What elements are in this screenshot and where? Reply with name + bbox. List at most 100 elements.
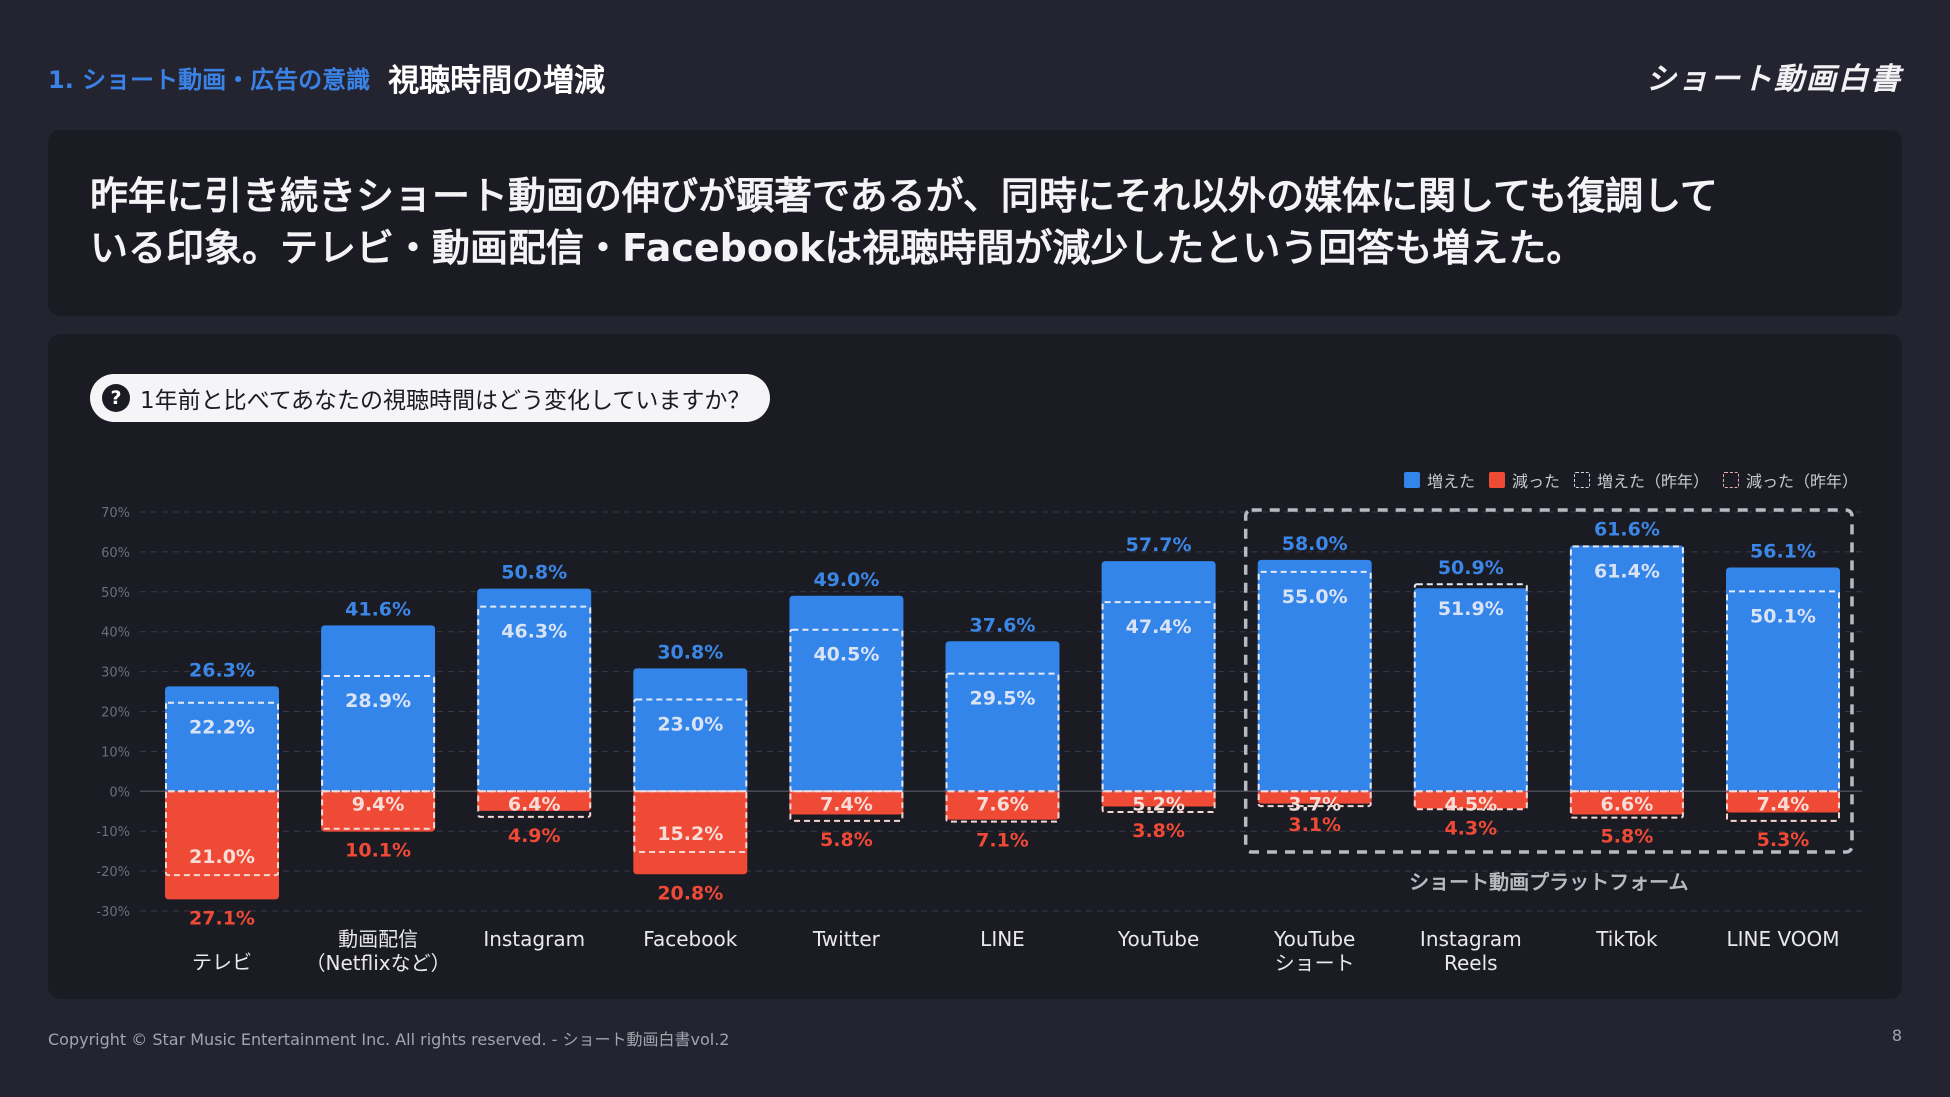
- bar-increase: [1726, 567, 1840, 792]
- bar-increase: [789, 595, 904, 792]
- chart-legend: 増えた 減った 増えた（昨年） 減った（昨年）: [1403, 468, 1858, 492]
- bar-chart: 70%60%50%40%30%20%10%0%-10%-20%-30%ショート動…: [96, 506, 1862, 975]
- data-label-increase-prev: 46.3%: [501, 621, 567, 643]
- data-label-decrease: 3.1%: [1288, 814, 1341, 836]
- data-label-increase: 57.7%: [1126, 534, 1192, 556]
- bar-decrease-prev: [1569, 790, 1684, 819]
- x-tick-label: Twitter: [812, 927, 881, 951]
- bar-decrease: [1726, 791, 1840, 813]
- data-label-decrease: 20.8%: [657, 882, 723, 904]
- bar-decrease-prev: [477, 790, 592, 818]
- y-tick-label: 70%: [101, 506, 130, 521]
- x-tick-label: ショート: [1275, 951, 1355, 975]
- data-label-increase: 56.1%: [1750, 540, 1816, 562]
- data-label-decrease: 10.1%: [345, 840, 411, 862]
- page-header: 1. ショート動画・広告の意識 視聴時間の増減: [48, 52, 605, 102]
- bar-decrease-prev: [789, 790, 904, 822]
- data-label-increase-prev: 51.9%: [1438, 598, 1504, 620]
- bar-increase: [165, 686, 279, 792]
- data-label-decrease: 27.1%: [189, 907, 255, 929]
- question-pill: ? 1年前と比べてあなたの視聴時間はどう変化していますか？: [90, 374, 771, 422]
- x-tick-label: Instagram: [483, 927, 585, 951]
- x-tick-label: LINE: [980, 927, 1025, 951]
- x-tick-label: LINE VOOM: [1726, 927, 1839, 951]
- group-label: ショート動画プラットフォーム: [1409, 870, 1688, 894]
- legend-item-increase: 増えた: [1403, 468, 1475, 492]
- legend-swatch-increase-prev: [1573, 472, 1590, 488]
- bar-increase: [1413, 588, 1528, 792]
- bar-decrease-prev: [1257, 790, 1372, 808]
- bar-decrease-prev: [1726, 790, 1840, 822]
- data-label-decrease-prev: 15.2%: [657, 823, 723, 845]
- bar-decrease: [1101, 791, 1216, 807]
- x-tick-label: TikTok: [1595, 927, 1658, 951]
- y-tick-label: -20%: [96, 865, 130, 880]
- data-label-decrease: 7.1%: [976, 830, 1029, 852]
- data-label-decrease-prev: 7.4%: [1757, 793, 1810, 815]
- data-label-decrease: 3.8%: [1132, 820, 1185, 842]
- bar-increase: [321, 625, 436, 792]
- data-label-increase-prev: 47.4%: [1126, 616, 1192, 638]
- y-tick-label: 50%: [101, 586, 130, 601]
- legend-item-decrease-prev: 減った（昨年）: [1722, 468, 1858, 492]
- x-tick-label: YouTube: [1117, 927, 1199, 951]
- section-label: 1. ショート動画・広告の意識: [48, 65, 371, 94]
- legend-item-increase-prev: 増えた（昨年）: [1573, 468, 1709, 492]
- data-label-increase-prev: 61.4%: [1594, 560, 1660, 582]
- bar-decrease: [1257, 791, 1372, 804]
- data-label-increase-prev: 22.2%: [189, 717, 255, 739]
- data-label-decrease: 4.3%: [1444, 817, 1497, 839]
- bar-decrease-prev: [1101, 790, 1216, 814]
- y-tick-label: 60%: [101, 546, 130, 561]
- data-label-increase: 61.6%: [1594, 519, 1660, 541]
- x-tick-label: （Netflixなど）: [306, 951, 451, 975]
- data-label-increase: 50.8%: [501, 562, 567, 584]
- x-tick-label: YouTube: [1273, 927, 1355, 951]
- group-box: [1243, 508, 1854, 854]
- bar-decrease: [945, 791, 1060, 820]
- data-label-decrease-prev: 5.2%: [1132, 793, 1185, 815]
- data-label-increase: 41.6%: [345, 598, 411, 620]
- question-icon: ?: [102, 384, 130, 412]
- legend-swatch-increase: [1403, 472, 1420, 488]
- question-text: 1年前と比べてあなたの視聴時間はどう変化していますか？: [140, 388, 751, 414]
- bar-increase: [1569, 545, 1684, 792]
- bar-decrease-prev: [633, 790, 748, 853]
- y-tick-label: -30%: [96, 905, 130, 920]
- bar-decrease: [477, 791, 592, 811]
- legend-label: 増えた（昨年）: [1596, 472, 1709, 491]
- data-label-increase-prev: 23.0%: [657, 714, 723, 736]
- legend-swatch-decrease-prev: [1722, 472, 1739, 488]
- copyright-text: Copyright © Star Music Entertainment Inc…: [48, 1030, 730, 1049]
- page-number: 8: [1891, 1026, 1902, 1045]
- x-tick-label: Reels: [1444, 951, 1498, 975]
- bar-decrease: [1569, 791, 1684, 815]
- bar-increase-prev: [321, 674, 436, 793]
- legend-label: 減った（昨年）: [1745, 472, 1858, 491]
- bar-decrease-prev: [945, 790, 1060, 823]
- data-label-decrease-prev: 4.5%: [1444, 793, 1497, 815]
- data-label-decrease-prev: 7.6%: [976, 793, 1029, 815]
- data-label-increase-prev: 28.9%: [345, 690, 411, 712]
- bar-decrease: [789, 791, 904, 815]
- x-tick-label: Instagram: [1420, 927, 1522, 951]
- data-label-decrease-prev: 6.4%: [508, 793, 561, 815]
- summary-line-1: 昨年に引き続きショート動画の伸びが顕著であるが、同時にそれ以外の媒体に関しても復…: [90, 174, 1718, 218]
- bar-decrease: [633, 791, 748, 875]
- data-label-decrease: 5.8%: [1601, 826, 1654, 848]
- brand-logo: ショート動画白書: [1646, 62, 1902, 97]
- y-tick-label: -10%: [96, 825, 130, 840]
- data-label-increase: 49.0%: [813, 569, 879, 591]
- x-tick-label: Facebook: [643, 927, 737, 951]
- data-label-increase: 26.3%: [189, 659, 255, 681]
- data-label-increase: 50.9%: [1438, 557, 1504, 579]
- data-label-increase-prev: 40.5%: [813, 644, 879, 666]
- data-label-decrease: 5.3%: [1757, 829, 1810, 851]
- bar-increase: [477, 588, 592, 792]
- bar-decrease-prev: [165, 790, 279, 877]
- legend-item-decrease: 減った: [1488, 468, 1560, 492]
- data-label-decrease: 5.8%: [820, 829, 873, 851]
- legend-label: 減った: [1511, 472, 1560, 491]
- bar-increase-prev: [1569, 545, 1684, 793]
- y-tick-label: 10%: [101, 745, 130, 760]
